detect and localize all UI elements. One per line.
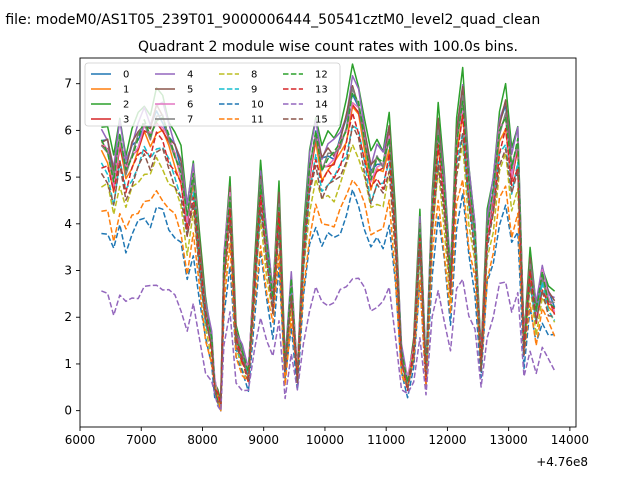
- y-tick-label: 7: [64, 77, 72, 91]
- x-tick-label: 9000: [248, 433, 279, 447]
- series-line-15: [100, 124, 555, 403]
- legend-label-8: 8: [251, 70, 257, 81]
- x-tick-label: 11000: [367, 433, 405, 447]
- legend-label-14: 14: [315, 100, 328, 111]
- x-tick-label: 14000: [551, 433, 589, 447]
- series-line-12: [100, 91, 556, 405]
- axes: 6000 7000 8000 9000 10000 11000 12000 13000 1400…: [64, 57, 589, 447]
- legend-label-2: 2: [123, 100, 129, 111]
- chart-suptitle: n file: modeM0/AS1T05_239T01_9000006444_…: [0, 12, 540, 28]
- legend-label-13: 13: [315, 85, 328, 96]
- legend-label-9: 9: [251, 85, 257, 96]
- plot-area: [100, 63, 556, 412]
- legend-label-10: 10: [251, 100, 264, 111]
- legend-label-3: 3: [123, 115, 129, 126]
- x-tick-label: 6000: [65, 433, 96, 447]
- y-tick-label: 0: [64, 404, 72, 418]
- legend-label-0: 0: [123, 70, 129, 81]
- legend-label-6: 6: [187, 100, 193, 111]
- chart-title: Quadrant 2 module wise count rates with …: [138, 39, 518, 55]
- legend-box: [84, 62, 341, 127]
- x-offset-label: +4.76e8: [536, 455, 588, 469]
- x-tick-label: 10000: [306, 433, 344, 447]
- y-tick-label: 4: [64, 217, 72, 231]
- series-line-10: [101, 188, 555, 404]
- y-tick-label: 6: [64, 123, 72, 137]
- x-tick-label: 8000: [187, 433, 218, 447]
- legend-label-1: 1: [123, 85, 129, 96]
- legend-label-11: 11: [251, 115, 264, 126]
- x-tick-label: 7000: [126, 433, 157, 447]
- x-tick-label: 12000: [428, 433, 466, 447]
- legend-label-7: 7: [187, 115, 193, 126]
- x-tick-label: 13000: [490, 433, 528, 447]
- y-tick-label: 2: [64, 310, 72, 324]
- axes-frame: [79, 57, 577, 428]
- legend-label-5: 5: [187, 85, 193, 96]
- y-tick-label: 5: [64, 170, 72, 184]
- y-tick-label: 1: [64, 357, 72, 371]
- y-tick-label: 3: [64, 264, 72, 278]
- legend-label-4: 4: [187, 70, 193, 81]
- legend-label-15: 15: [315, 115, 328, 126]
- legend-label-12: 12: [315, 70, 328, 81]
